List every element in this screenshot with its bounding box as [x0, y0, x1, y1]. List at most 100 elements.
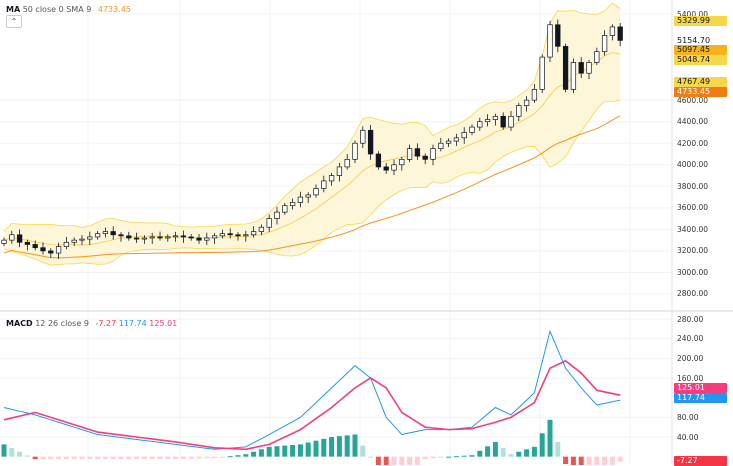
macd-histogram-bar — [274, 446, 280, 457]
macd-histogram-bar — [547, 419, 553, 457]
price-axis-label: 2800.00 — [677, 289, 709, 299]
macd-histogram-bar — [422, 456, 428, 460]
candle-body — [562, 45, 569, 90]
macd-tag: -7.27 — [674, 456, 727, 466]
candle-body — [149, 236, 155, 239]
macd-histogram-bar — [446, 456, 452, 458]
macd-histogram-bar — [282, 445, 288, 457]
macd-histogram-bar — [469, 455, 475, 457]
macd-tag: 125.01 — [674, 383, 727, 393]
macd-legend[interactable]: MACD 12 26 close 9 -7.27 117.74 125.01 — [6, 319, 177, 328]
macd-histogram-bar — [438, 456, 444, 458]
candle-body — [48, 250, 54, 254]
sma-9-line — [3, 52, 621, 246]
macd-histogram-bar — [477, 450, 483, 457]
macd-histogram-bar — [399, 456, 405, 465]
macd-histogram-bar — [180, 456, 186, 459]
macd-histogram-bar — [141, 456, 147, 460]
macd-histogram-bar — [258, 449, 264, 457]
macd-histogram-bar — [134, 456, 140, 460]
macd-histogram-bar — [531, 446, 537, 457]
candle-body — [235, 234, 241, 237]
price-tag: 5154.70 — [674, 36, 727, 46]
macd-histogram-bar — [313, 440, 319, 457]
macd-histogram-bar — [71, 456, 77, 460]
candle-body — [102, 231, 109, 235]
macd-histogram-bar — [165, 456, 171, 460]
candle-body — [367, 129, 374, 155]
price-axis-label: 4400.00 — [677, 117, 709, 127]
macd-histogram-bar — [344, 435, 350, 457]
macd-histogram-bar — [524, 449, 530, 457]
macd-histogram-bar — [32, 456, 38, 460]
candle-body — [578, 62, 584, 74]
macd-histogram-bar — [297, 444, 303, 457]
macd-histogram-bar — [243, 454, 249, 457]
candle-body — [461, 132, 467, 139]
price-axis-label: 3800.00 — [677, 181, 709, 191]
upper-band-line — [3, 2, 621, 232]
candle-body — [266, 218, 272, 228]
candle-body — [352, 142, 358, 160]
price-axis-label: 4200.00 — [677, 138, 709, 148]
macd-histogram-bar — [9, 448, 15, 457]
candle-body — [500, 115, 506, 128]
candle-body — [453, 137, 460, 142]
candle-body — [219, 233, 226, 237]
candle-body — [16, 234, 23, 243]
signal-line — [3, 359, 621, 451]
macd-histogram-bar — [251, 451, 257, 457]
candle-body — [609, 26, 616, 36]
macd-line — [3, 329, 621, 450]
macd-histogram-bar — [204, 456, 210, 459]
macd-histogram-bar — [212, 456, 218, 459]
macd-histogram-bar — [617, 456, 623, 462]
macd-histogram-bar — [305, 442, 311, 457]
macd-histogram-bar — [500, 448, 506, 457]
macd-histogram-bar — [40, 456, 46, 460]
ma-legend-value: 4733.45 — [97, 5, 131, 14]
price-axis-label: 4600.00 — [677, 95, 709, 105]
candle-body — [336, 166, 343, 176]
macd-signal-value: 125.01 — [149, 319, 178, 328]
price-tag: 4767.49 — [674, 77, 727, 87]
ma-legend[interactable]: MA 50 close 0 SMA 9 4733.45 — [6, 5, 131, 14]
macd-histogram-bar — [87, 456, 93, 460]
macd-histogram-bar — [383, 456, 389, 465]
macd-axis-label: 160.00 — [677, 373, 704, 383]
candle-body — [321, 180, 327, 189]
macd-axis-label: 240.00 — [677, 334, 704, 344]
candle-body — [344, 159, 350, 168]
macd-histogram-bar — [219, 456, 225, 458]
macd-axis-label: 280.00 — [677, 314, 704, 324]
candle-body — [617, 26, 623, 41]
candle-body — [539, 56, 545, 90]
macd-histogram-bar — [461, 455, 467, 457]
candle-body — [477, 121, 483, 128]
macd-histogram-bar — [602, 456, 608, 465]
candle-body — [258, 226, 265, 232]
macd-histogram-bar — [594, 456, 600, 465]
macd-histogram-bar — [56, 456, 62, 460]
candle-body — [297, 196, 304, 203]
collapse-legend-button[interactable]: ⌃ — [6, 15, 22, 28]
candle-body — [422, 155, 428, 160]
macd-histogram-bar — [24, 455, 30, 457]
macd-histogram-bar — [570, 456, 576, 465]
macd-histogram-bar — [578, 456, 584, 465]
candle-body — [406, 148, 413, 160]
candle-body — [118, 234, 124, 237]
price-tag: 5097.45 — [674, 45, 727, 55]
candle-body — [391, 164, 397, 171]
price-axis-label: 3400.00 — [677, 224, 709, 234]
ma-legend-params: 50 close 0 SMA 9 — [22, 5, 92, 14]
candle-body — [469, 126, 475, 133]
candle-body — [133, 237, 140, 240]
candle-body — [414, 148, 421, 157]
macd-histogram-bar — [485, 446, 491, 457]
candle-body — [274, 211, 280, 219]
candle-body — [141, 237, 148, 240]
candle-body — [110, 231, 116, 236]
macd-legend-name: MACD — [6, 319, 33, 328]
